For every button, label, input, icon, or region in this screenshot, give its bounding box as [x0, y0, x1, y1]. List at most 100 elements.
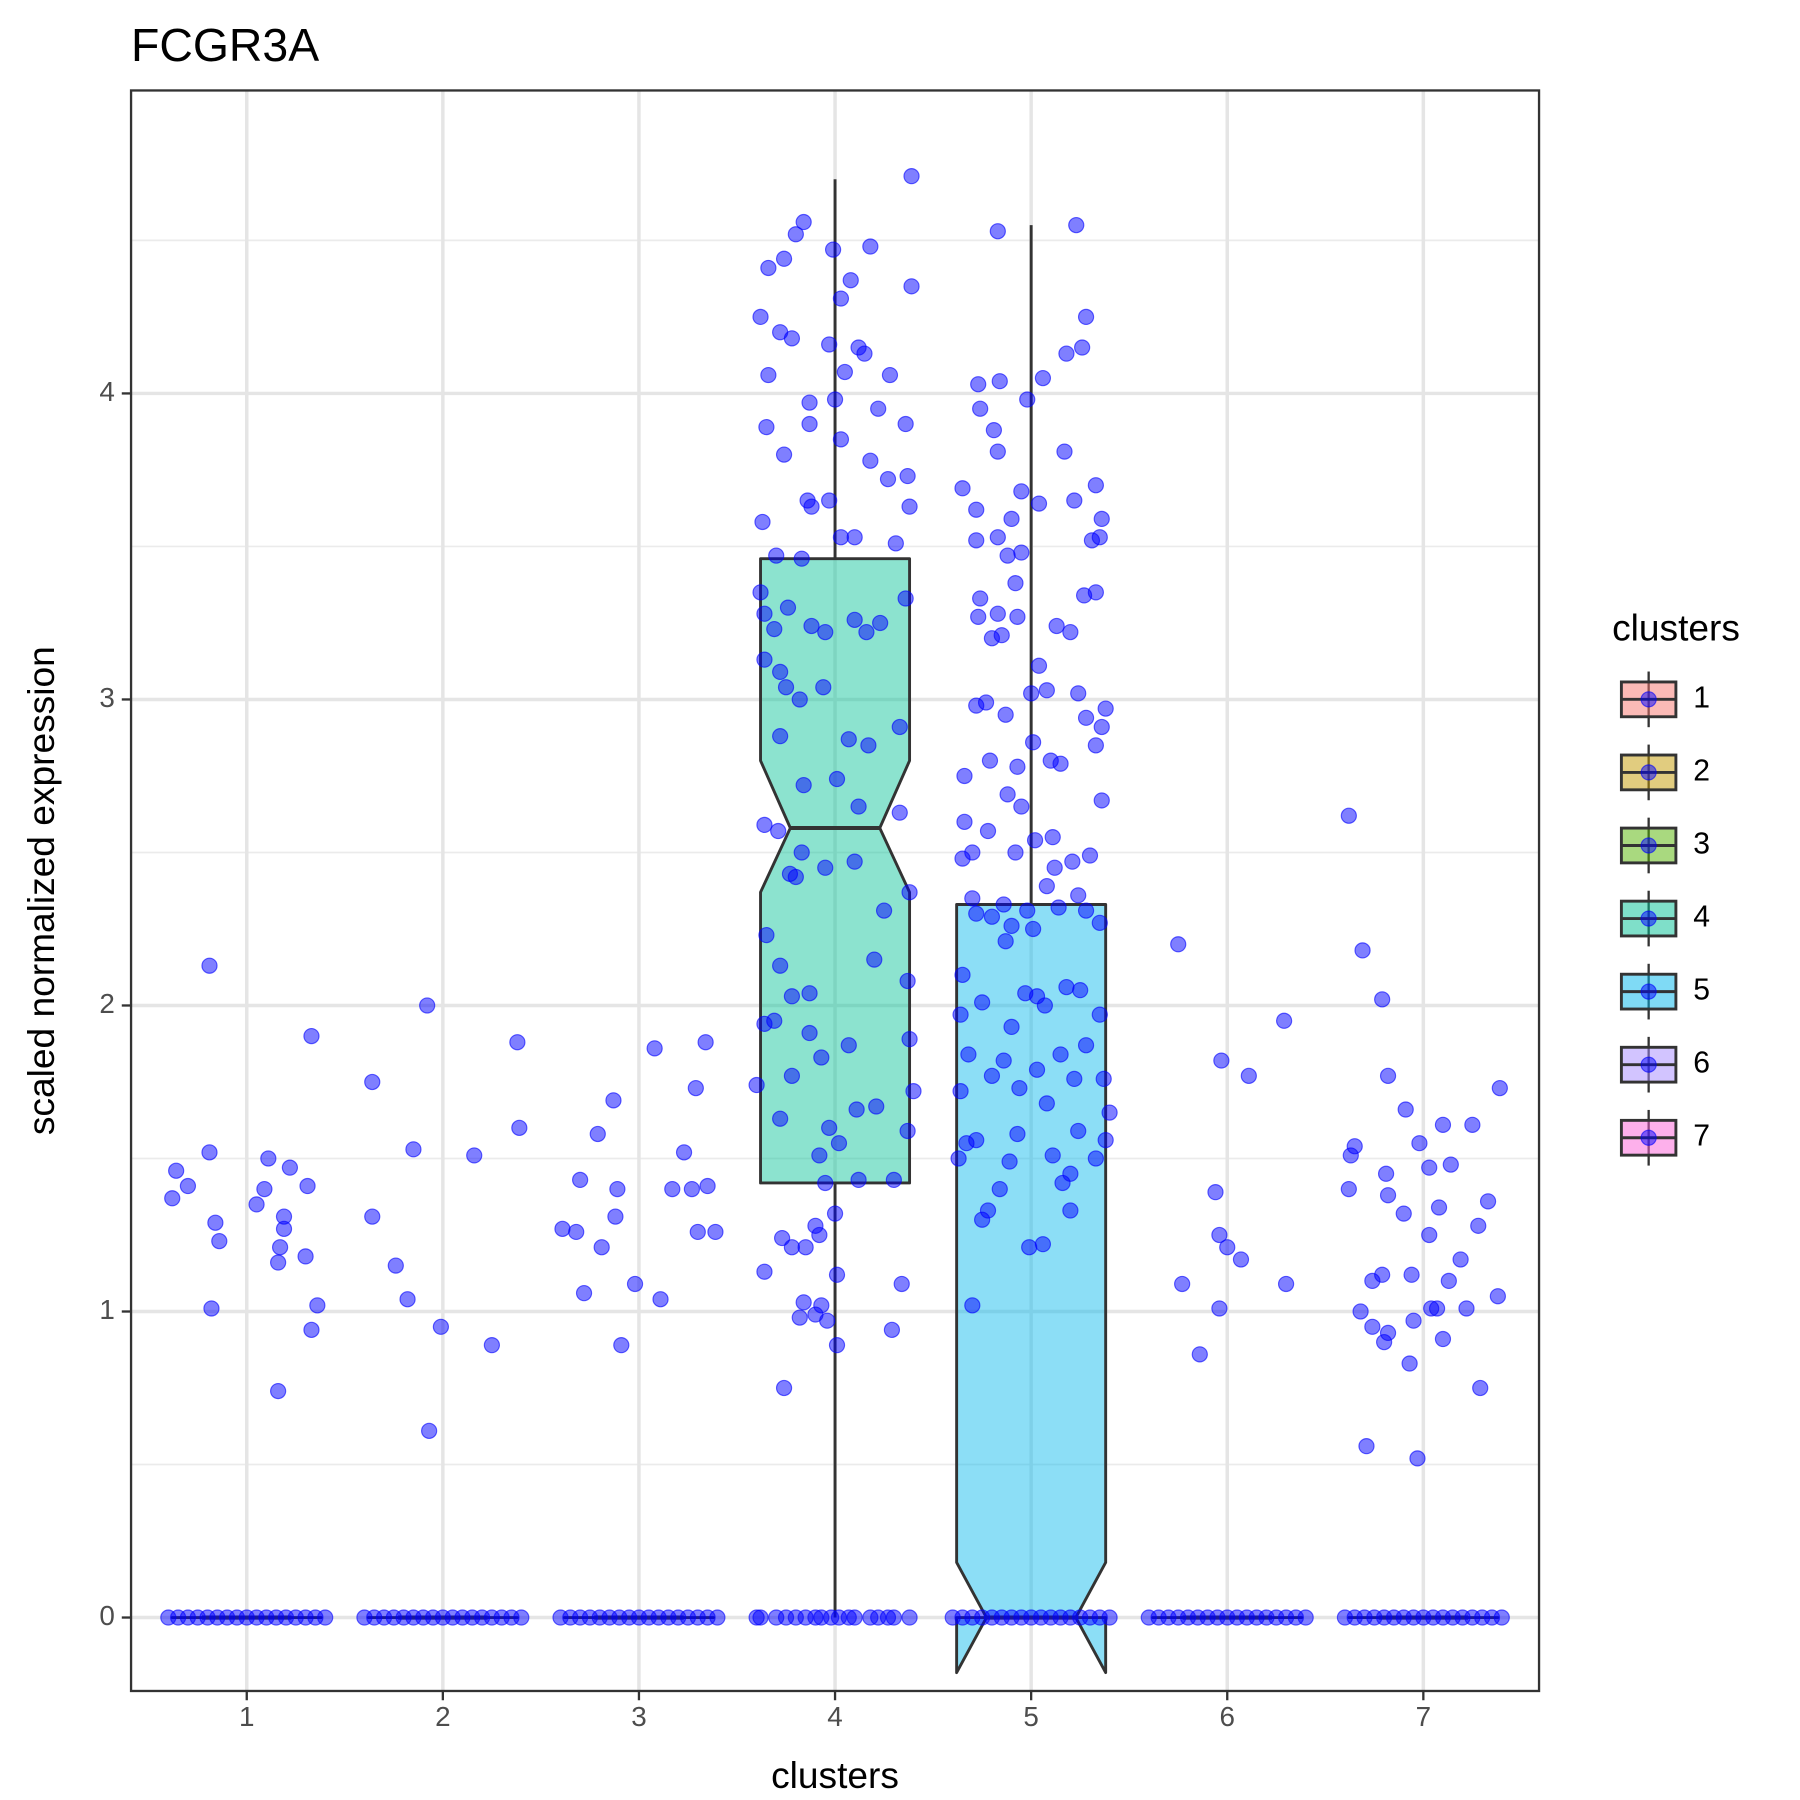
point — [885, 1609, 902, 1626]
point — [899, 467, 916, 485]
point — [1030, 657, 1048, 674]
point — [646, 1040, 663, 1057]
point — [795, 1294, 812, 1311]
legend-label: 3 — [1693, 827, 1710, 860]
point — [960, 1046, 977, 1063]
point — [1007, 575, 1024, 592]
point — [1101, 1104, 1118, 1121]
point — [513, 1609, 530, 1626]
point — [846, 611, 863, 629]
point — [1044, 829, 1061, 846]
point — [772, 1110, 789, 1127]
panel-border — [129, 89, 1541, 1693]
point — [1232, 1251, 1250, 1268]
point — [801, 394, 818, 411]
point — [1213, 1052, 1230, 1069]
point — [1379, 1324, 1397, 1342]
point — [787, 226, 804, 243]
point — [317, 1609, 334, 1626]
point — [756, 816, 773, 834]
x-tick-label: 7 — [1416, 1701, 1431, 1732]
point — [813, 1049, 830, 1066]
point — [572, 1171, 589, 1189]
point — [201, 957, 218, 974]
point — [983, 1067, 1001, 1084]
point — [260, 1150, 277, 1167]
point — [779, 599, 797, 616]
point — [1062, 624, 1079, 641]
point — [281, 1159, 299, 1176]
point — [824, 241, 842, 258]
point — [954, 850, 971, 867]
point — [1062, 1165, 1079, 1182]
point — [1001, 1153, 1018, 1170]
point — [828, 770, 846, 788]
point — [770, 822, 787, 840]
point — [1058, 345, 1075, 362]
point — [303, 1027, 320, 1045]
point — [1434, 1330, 1452, 1348]
x-tick-label: 4 — [827, 1701, 842, 1732]
point — [1340, 1180, 1357, 1198]
point — [793, 844, 810, 861]
point — [974, 994, 991, 1011]
y-tick-label: 0 — [99, 1600, 114, 1631]
legend-point — [1640, 764, 1657, 781]
point — [299, 1177, 316, 1195]
legend-point — [1640, 1056, 1657, 1073]
point — [754, 513, 771, 531]
point — [419, 997, 436, 1014]
legend-point — [1640, 983, 1657, 1000]
point — [813, 1297, 830, 1314]
point — [511, 1119, 528, 1137]
point — [1430, 1199, 1448, 1216]
point — [1174, 1275, 1191, 1293]
point — [758, 418, 775, 436]
point — [870, 400, 887, 417]
point — [1026, 832, 1044, 849]
y-tick-label: 1 — [99, 1294, 114, 1325]
point — [832, 431, 850, 448]
point — [1038, 1095, 1055, 1112]
y-tick-label: 3 — [99, 682, 114, 713]
point — [795, 777, 812, 794]
point — [775, 446, 793, 463]
point — [1493, 1609, 1510, 1626]
point — [1019, 391, 1036, 408]
point — [1240, 1067, 1257, 1084]
point — [828, 1266, 846, 1283]
point — [201, 1144, 218, 1161]
point — [1097, 700, 1114, 717]
point — [1064, 853, 1081, 870]
point — [1397, 1101, 1414, 1118]
legend-label: 6 — [1693, 1047, 1710, 1080]
y-tick-label: 2 — [99, 988, 114, 1019]
point — [421, 1422, 438, 1439]
point — [891, 718, 908, 736]
point — [777, 679, 795, 696]
point — [1219, 1239, 1236, 1256]
point — [791, 691, 808, 708]
point — [999, 786, 1016, 803]
point — [1028, 1061, 1046, 1078]
point — [554, 1220, 571, 1237]
point — [1068, 216, 1085, 234]
point — [897, 590, 914, 607]
point — [1170, 936, 1187, 953]
point — [1464, 1116, 1481, 1133]
point — [783, 330, 801, 347]
point — [1374, 1266, 1391, 1283]
y-tick-label: 4 — [99, 376, 114, 407]
point — [848, 1101, 865, 1118]
point — [1009, 758, 1026, 775]
point — [952, 1006, 969, 1023]
point — [826, 391, 844, 408]
x-tick-label: 5 — [1023, 1701, 1038, 1732]
point — [970, 608, 987, 625]
point — [1036, 997, 1053, 1014]
point — [1081, 847, 1099, 864]
point — [752, 584, 769, 601]
point — [675, 1144, 693, 1161]
point — [842, 272, 859, 289]
point — [811, 1147, 828, 1164]
